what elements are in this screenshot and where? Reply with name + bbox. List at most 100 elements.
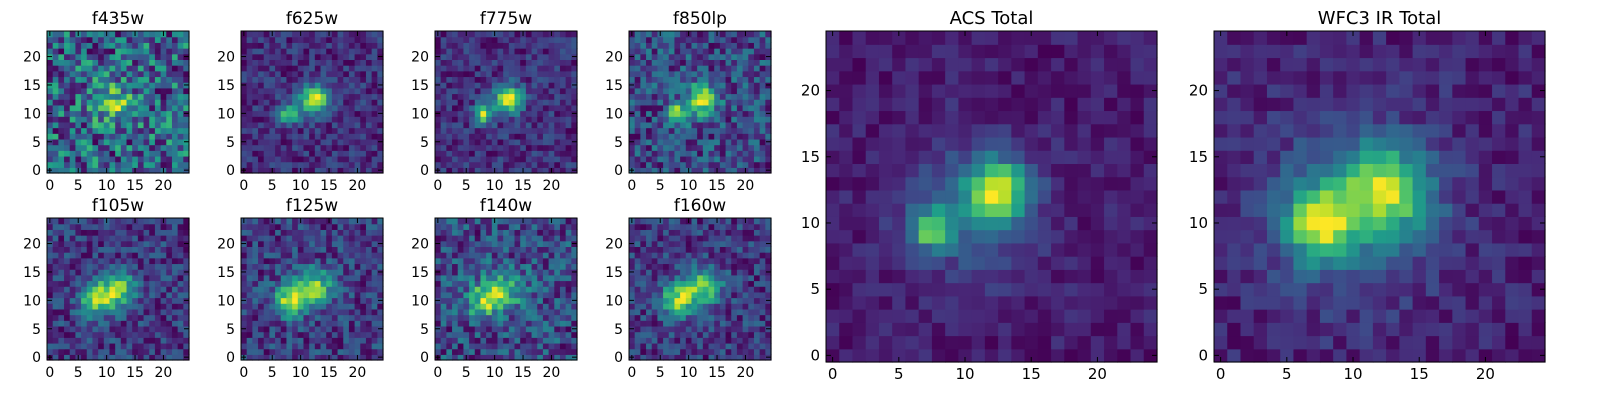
heatmap-cell	[258, 93, 265, 100]
heatmap-cell	[474, 269, 482, 276]
heatmap-cell	[166, 303, 173, 310]
heatmap-cell	[565, 229, 572, 236]
heatmap-cell	[252, 297, 259, 304]
heatmap-cell	[52, 348, 59, 355]
heatmap-cell	[263, 320, 270, 327]
heatmap-cell	[132, 59, 139, 66]
heatmap-cell	[286, 235, 293, 242]
heatmap-cell	[520, 286, 527, 293]
x-tick-label: 0	[239, 365, 248, 381]
heatmap-cell	[691, 82, 698, 89]
heatmap-cell	[514, 93, 521, 100]
heatmap-cell	[663, 65, 670, 72]
heatmap-cell	[98, 116, 105, 123]
heatmap-cell	[241, 144, 248, 151]
heatmap-cell	[252, 218, 259, 225]
heatmap-cell	[571, 36, 578, 43]
heatmap-cell	[331, 99, 339, 106]
heatmap-cell	[343, 354, 350, 361]
heatmap-cell	[275, 337, 282, 344]
heatmap-cell	[348, 87, 356, 95]
heatmap-cell	[286, 87, 293, 95]
heatmap-cell	[166, 110, 173, 117]
heatmap-cell	[571, 286, 578, 293]
heatmap-cell	[719, 99, 727, 106]
heatmap-cell	[365, 155, 373, 163]
heatmap-cell	[736, 31, 744, 38]
heatmap-cell	[446, 65, 453, 72]
heatmap-cell	[537, 99, 544, 106]
heatmap-cell	[348, 269, 356, 276]
heatmap-cell	[166, 42, 173, 49]
heatmap-cell	[177, 93, 184, 100]
heatmap-cell	[708, 76, 715, 83]
heatmap-cell	[565, 291, 572, 299]
heatmap-cell	[663, 53, 670, 60]
heatmap-cell	[571, 76, 578, 83]
heatmap-cell	[725, 325, 732, 333]
heatmap-cell	[663, 314, 670, 321]
heatmap-cell	[348, 263, 356, 270]
heatmap-cell	[81, 342, 88, 350]
heatmap-cell	[559, 82, 567, 89]
heatmap-cell	[109, 269, 116, 276]
heatmap-cell	[120, 263, 128, 270]
heatmap-cell	[463, 110, 470, 117]
heatmap-cell	[154, 257, 162, 265]
heatmap-cell	[183, 31, 190, 38]
heatmap-cell	[92, 138, 99, 146]
heatmap-cell	[463, 235, 470, 242]
heatmap-cell	[531, 320, 538, 327]
heatmap-cell	[371, 138, 378, 146]
heatmap-cell	[320, 337, 327, 344]
heatmap-cell	[748, 93, 755, 100]
heatmap-cell	[646, 53, 653, 60]
heatmap-cell	[531, 308, 538, 316]
heatmap-cell	[759, 82, 766, 89]
y-tick-label: 5	[420, 322, 429, 338]
heatmap-cell	[491, 104, 499, 112]
heatmap-cell	[651, 42, 658, 49]
heatmap-cell	[303, 274, 310, 282]
heatmap-cell	[646, 274, 653, 282]
heatmap-cell	[81, 331, 88, 338]
heatmap-cell	[525, 144, 533, 151]
heatmap-cell	[531, 150, 538, 157]
heatmap-cell	[269, 342, 276, 350]
heatmap-cell	[452, 82, 459, 89]
heatmap-cell	[166, 257, 173, 265]
heatmap-cell	[120, 87, 128, 95]
heatmap-cell	[446, 167, 453, 174]
heatmap-cell	[520, 320, 527, 327]
heatmap-cell	[503, 138, 510, 146]
heatmap-cell	[452, 269, 459, 276]
heatmap-cell	[171, 257, 179, 265]
heatmap-cell	[725, 354, 732, 361]
heatmap-cell	[149, 93, 156, 100]
heatmap-cell	[759, 31, 766, 38]
heatmap-cell	[326, 138, 333, 146]
heatmap-cell	[753, 116, 761, 123]
heatmap-cell	[120, 337, 128, 344]
heatmap-cell	[491, 308, 499, 316]
heatmap-cell	[47, 342, 54, 350]
heatmap-cell	[554, 325, 561, 333]
heatmap-cell	[258, 110, 265, 117]
heatmap-cell	[69, 263, 76, 270]
heatmap-cell	[303, 93, 310, 100]
heatmap-cell	[303, 235, 310, 242]
heatmap-cell	[109, 240, 116, 247]
heatmap-cell	[103, 59, 111, 66]
heatmap-cell	[252, 42, 259, 49]
heatmap-cell	[69, 99, 76, 106]
heatmap-cell	[753, 36, 761, 43]
heatmap-cell	[719, 116, 727, 123]
heatmap-cell	[525, 31, 533, 38]
heatmap-cell	[753, 53, 761, 60]
heatmap-cell	[646, 303, 653, 310]
heatmap-cell	[246, 342, 253, 350]
heatmap-cell	[183, 150, 190, 157]
y-tick-label: 15	[23, 78, 41, 94]
heatmap-cell	[303, 70, 310, 78]
y-tick-label: 5	[614, 135, 623, 151]
